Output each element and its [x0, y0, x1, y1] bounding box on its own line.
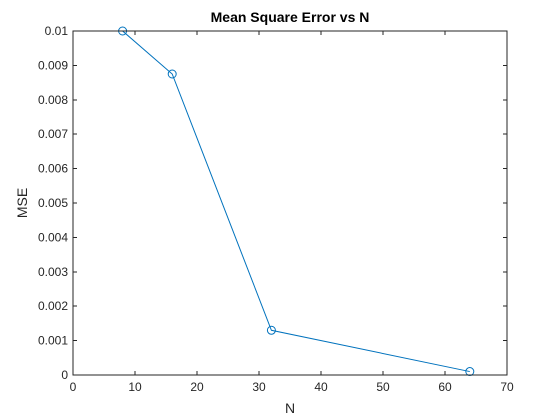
plot-area	[73, 31, 507, 375]
x-axis-ticks: 0 10 20 30 40 50 60 70	[70, 31, 514, 394]
chart-title: Mean Square Error vs N	[211, 9, 370, 25]
y-tick-label: 0.002	[38, 299, 68, 313]
y-tick-label: 0.003	[38, 265, 68, 279]
x-tick-label: 70	[500, 380, 514, 394]
x-tick-label: 60	[438, 380, 452, 394]
x-tick-label: 40	[314, 380, 328, 394]
y-tick-label: 0.008	[38, 93, 68, 107]
y-axis-ticks: 0 0.001 0.002 0.003 0.004 0.005 0.006 0.007 0.00…	[38, 24, 507, 382]
data-point-marker	[167, 69, 177, 79]
y-tick-label: 0.005	[38, 196, 68, 210]
y-tick-label: 0.009	[38, 58, 68, 72]
y-tick-label: 0	[61, 368, 68, 382]
x-tick-label: 10	[128, 380, 142, 394]
y-tick-label: 0.001	[38, 334, 68, 348]
data-point-marker	[465, 367, 475, 377]
y-tick-label: 0.004	[38, 230, 68, 244]
x-tick-label: 50	[376, 380, 390, 394]
axes-box	[72, 30, 508, 376]
y-tick-label: 0.01	[45, 24, 69, 38]
series-line	[122, 30, 470, 373]
data-point-marker	[266, 325, 276, 335]
x-tick-label: 0	[70, 380, 77, 394]
y-tick-label: 0.007	[38, 127, 68, 141]
x-tick-label: 20	[190, 380, 204, 394]
y-axis-label: MSE	[14, 188, 30, 218]
y-tick-label: 0.006	[38, 162, 68, 176]
x-tick-label: 30	[252, 380, 266, 394]
x-axis-label: N	[285, 400, 295, 416]
